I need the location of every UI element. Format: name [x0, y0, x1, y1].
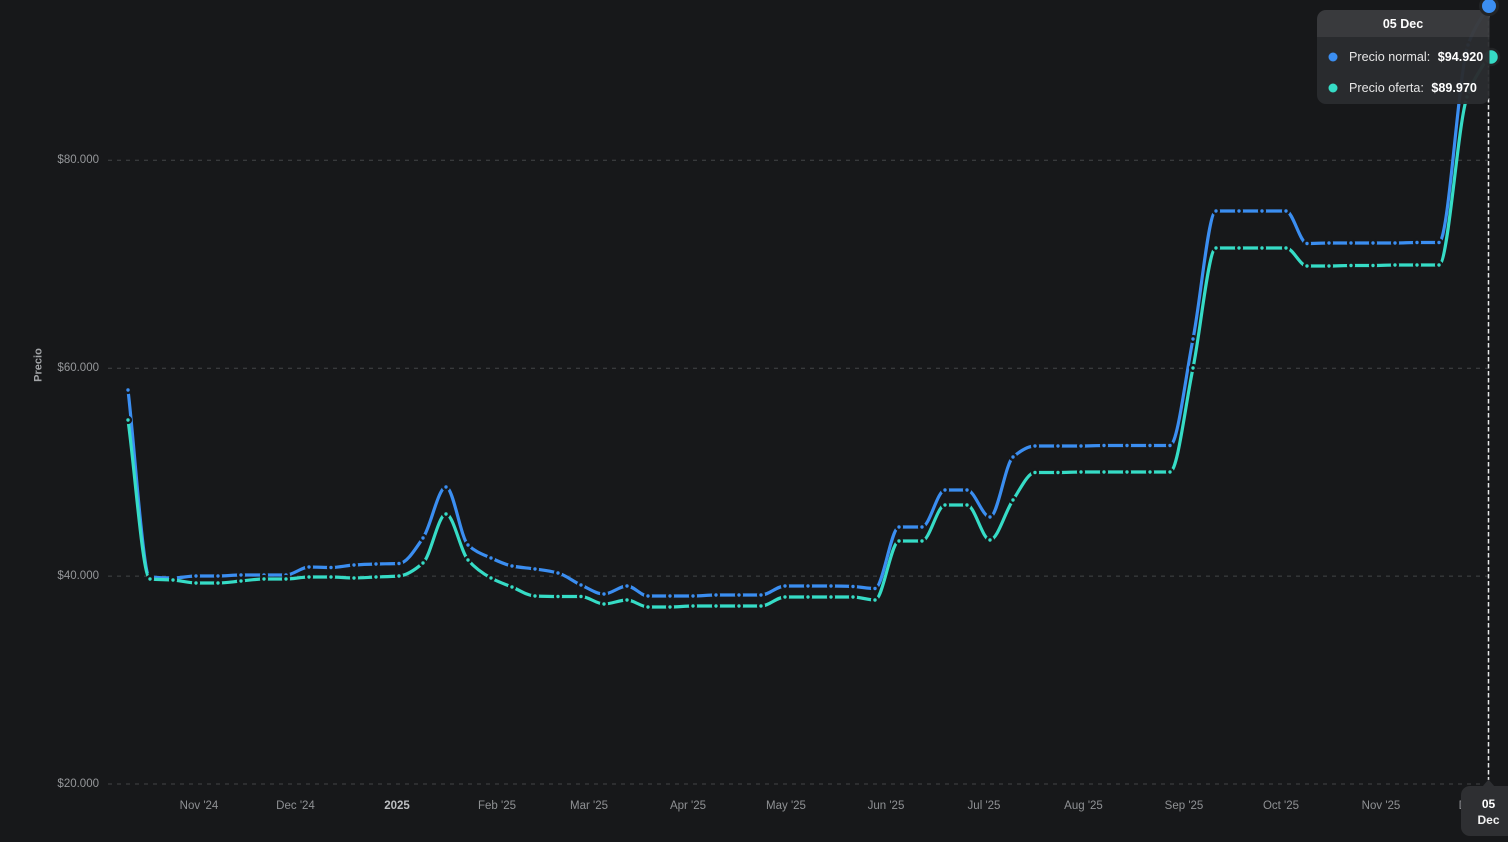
svg-text:Apr '25: Apr '25	[670, 800, 706, 812]
svg-text:Oct '25: Oct '25	[1263, 800, 1299, 812]
svg-text:05 Dec: 05 Dec	[1383, 17, 1423, 31]
svg-text:Precio: Precio	[33, 348, 45, 382]
svg-text:$20.000: $20.000	[57, 778, 99, 790]
svg-text:Mar '25: Mar '25	[570, 800, 608, 812]
svg-text:Precio oferta: $89.970: Precio oferta: $89.970	[1349, 81, 1477, 95]
svg-text:Nov '24: Nov '24	[180, 800, 219, 812]
svg-text:$40.000: $40.000	[57, 570, 99, 582]
svg-text:Dec '24: Dec '24	[276, 800, 315, 812]
svg-text:Aug '25: Aug '25	[1064, 800, 1103, 812]
svg-text:Jun '25: Jun '25	[868, 800, 905, 812]
svg-text:05: 05	[1482, 797, 1496, 811]
svg-text:Nov '25: Nov '25	[1362, 800, 1401, 812]
svg-text:$60.000: $60.000	[57, 362, 99, 374]
svg-text:2025: 2025	[384, 800, 410, 812]
svg-text:Precio normal: $94.920: Precio normal: $94.920	[1349, 50, 1483, 64]
svg-text:Feb '25: Feb '25	[478, 800, 516, 812]
svg-text:Dec: Dec	[1477, 813, 1499, 827]
svg-text:Sep '25: Sep '25	[1165, 800, 1204, 812]
svg-text:Jul '25: Jul '25	[968, 800, 1001, 812]
svg-text:May '25: May '25	[766, 800, 806, 812]
svg-text:$80.000: $80.000	[57, 154, 99, 166]
